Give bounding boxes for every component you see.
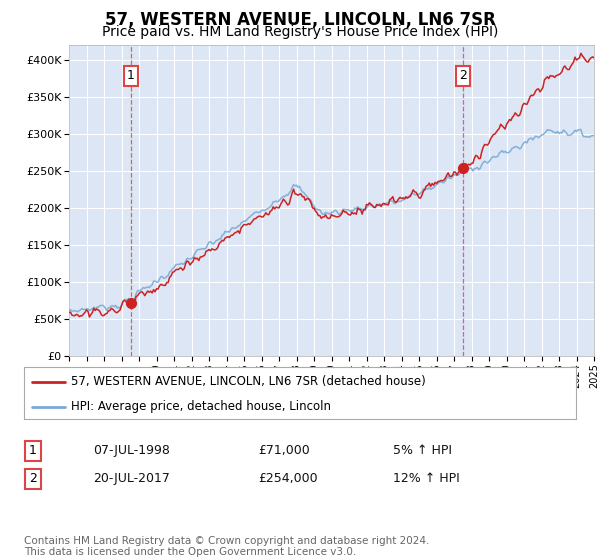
Text: 07-JUL-1998: 07-JUL-1998 (93, 444, 170, 458)
Text: £71,000: £71,000 (258, 444, 310, 458)
Text: 2: 2 (29, 472, 37, 486)
Text: Contains HM Land Registry data © Crown copyright and database right 2024.
This d: Contains HM Land Registry data © Crown c… (24, 535, 430, 557)
Text: 1: 1 (127, 69, 134, 82)
Text: 57, WESTERN AVENUE, LINCOLN, LN6 7SR (detached house): 57, WESTERN AVENUE, LINCOLN, LN6 7SR (de… (71, 375, 425, 388)
Text: 20-JUL-2017: 20-JUL-2017 (93, 472, 170, 486)
Text: 2: 2 (459, 69, 467, 82)
Text: 5% ↑ HPI: 5% ↑ HPI (393, 444, 452, 458)
Text: 12% ↑ HPI: 12% ↑ HPI (393, 472, 460, 486)
Text: £254,000: £254,000 (258, 472, 317, 486)
Text: 1: 1 (29, 444, 37, 458)
Text: Price paid vs. HM Land Registry's House Price Index (HPI): Price paid vs. HM Land Registry's House … (102, 25, 498, 39)
Text: 57, WESTERN AVENUE, LINCOLN, LN6 7SR: 57, WESTERN AVENUE, LINCOLN, LN6 7SR (104, 11, 496, 29)
Text: HPI: Average price, detached house, Lincoln: HPI: Average price, detached house, Linc… (71, 400, 331, 413)
